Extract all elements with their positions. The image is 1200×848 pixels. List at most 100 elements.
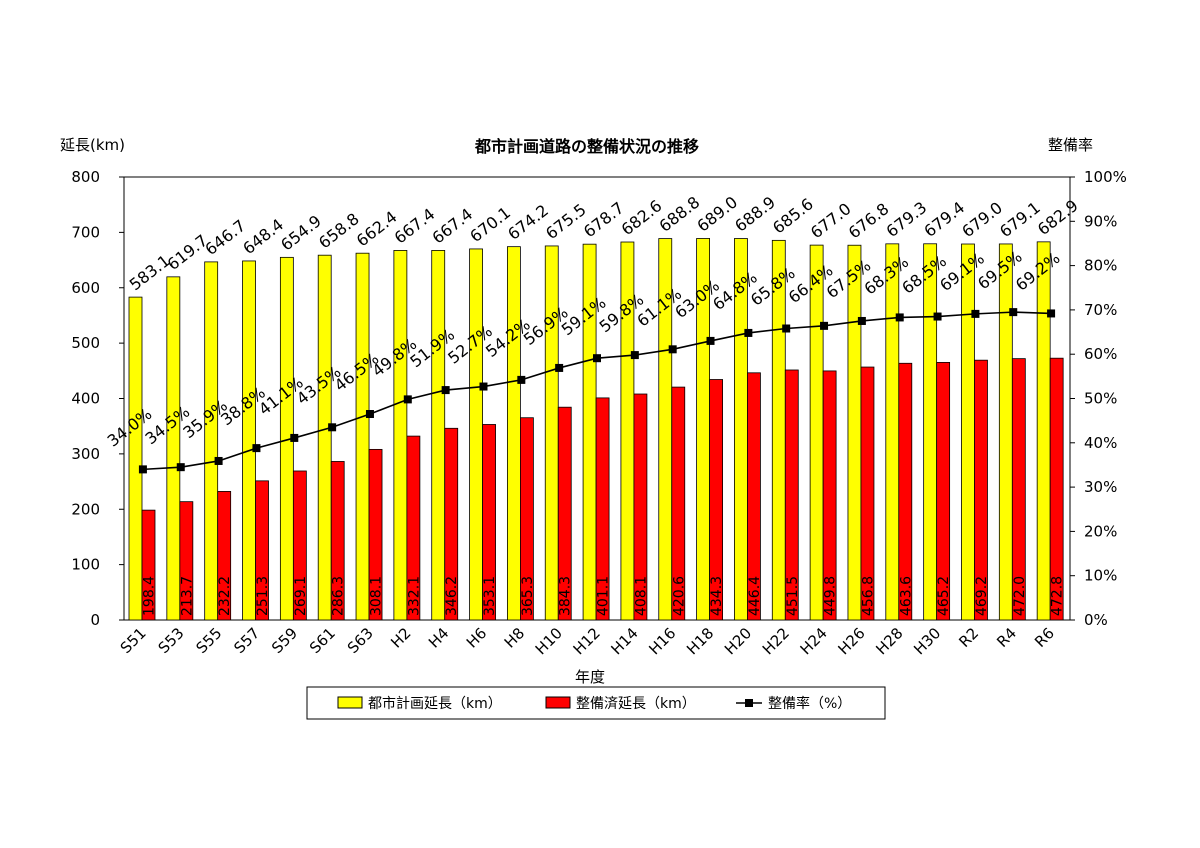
rate-marker <box>328 423 337 432</box>
bar-label-completed: 446.4 <box>747 576 763 616</box>
bar-label-completed: 469.2 <box>974 576 990 616</box>
bar-completed <box>747 372 761 621</box>
bar-completed <box>1049 357 1064 621</box>
y-tick-label: 800 <box>71 168 100 186</box>
y-tick-label: 600 <box>71 279 100 297</box>
bar-label-completed: 401.1 <box>596 576 612 616</box>
rate-marker <box>252 444 261 453</box>
bar-completed <box>482 424 496 621</box>
rate-marker <box>138 465 147 474</box>
bar-label-completed: 472.8 <box>1050 576 1066 616</box>
x-tick-label: H2 <box>387 624 414 651</box>
x-tick-label: H16 <box>645 624 679 658</box>
y2-tick-label: 20% <box>1084 522 1117 540</box>
rate-marker <box>214 456 223 465</box>
y2-tick-label: 10% <box>1084 567 1117 585</box>
rate-marker <box>403 395 412 404</box>
rate-marker <box>668 345 677 354</box>
bar-completed <box>595 397 610 621</box>
y2-tick-label: 30% <box>1084 478 1117 496</box>
bar-planned <box>506 246 521 621</box>
bar-series <box>128 238 1064 621</box>
bar-planned <box>204 261 219 621</box>
rate-marker <box>857 316 866 325</box>
bar-completed <box>822 370 837 621</box>
legend-swatch-planned <box>337 696 363 709</box>
bar-planned <box>317 254 332 621</box>
x-tick-label: H8 <box>501 624 528 651</box>
bar-completed <box>179 501 194 621</box>
bar-label-completed: 420.6 <box>671 576 687 616</box>
bar-label-completed: 408.1 <box>633 576 649 616</box>
x-tick-label: H28 <box>872 624 906 658</box>
x-tick-label: H30 <box>910 624 944 658</box>
y-tick-label: 500 <box>71 334 100 352</box>
rate-marker <box>895 313 904 322</box>
x-tick-label: H14 <box>607 624 641 658</box>
bar-label-completed: 346.2 <box>444 576 460 616</box>
x-tick-label: H10 <box>532 624 566 658</box>
x-tick-label: H24 <box>797 624 831 658</box>
bar-label-completed: 449.8 <box>823 576 839 616</box>
bar-label-completed: 308.1 <box>369 576 385 616</box>
legend-label-planned: 都市計画延長（km） <box>368 695 502 712</box>
rate-marker <box>176 463 185 472</box>
rate-marker <box>630 351 639 360</box>
rate-marker <box>1047 309 1056 318</box>
rate-marker <box>441 386 450 395</box>
y-tick-label: 200 <box>71 500 100 518</box>
rate-marker <box>971 309 980 318</box>
bar-label-completed: 434.3 <box>709 576 725 616</box>
y2-tick-label: 100% <box>1084 168 1127 186</box>
y2-tick-label: 0% <box>1084 611 1108 629</box>
rate-marker <box>555 363 564 372</box>
bar-label-completed: 269.1 <box>293 576 309 616</box>
bar-planned <box>544 245 559 621</box>
x-tick-label: H26 <box>835 624 869 658</box>
legend: 都市計画延長（km） 整備済延長（km） 整備率（%） <box>306 686 886 720</box>
x-tick-label: H20 <box>721 624 755 658</box>
bar-label-completed: 353.1 <box>482 576 498 616</box>
bar-completed <box>784 369 799 621</box>
bar-label-completed: 472.0 <box>1012 576 1028 616</box>
bar-completed <box>557 406 572 621</box>
legend-label-completed: 整備済延長（km） <box>576 696 696 712</box>
rate-marker <box>479 382 488 391</box>
y2-axis: 0% 10% 20% 30% 40% 50% 60% 70% 80% 90% 100% <box>1070 168 1127 629</box>
x-axis-title: 年度 <box>575 668 605 686</box>
bar-completed <box>444 427 459 621</box>
y2-tick-label: 90% <box>1084 212 1117 230</box>
bar-completed <box>898 362 913 621</box>
bar-planned <box>431 250 446 621</box>
x-axis: S51 S53 S55 S57 S59 S61 S63 H2 H4 H6 H8 H10 H12 H14 H1… <box>117 624 1058 658</box>
bar-label-completed: 198.4 <box>142 576 158 616</box>
legend-frame <box>306 686 886 720</box>
rate-marker <box>744 328 753 337</box>
x-tick-label: S59 <box>268 624 301 657</box>
x-tick-label: S61 <box>306 624 339 657</box>
y2-tick-label: 50% <box>1084 390 1117 408</box>
y2-tick-label: 70% <box>1084 301 1117 319</box>
bar-completed <box>936 361 951 621</box>
bar-label-completed: 384.3 <box>558 576 574 616</box>
x-tick-label: S63 <box>344 624 377 657</box>
x-tick-label: H22 <box>759 624 793 658</box>
y2-tick-label: 40% <box>1084 434 1117 452</box>
bar-completed <box>368 448 383 621</box>
rate-marker <box>517 375 526 384</box>
y-axis: 0 100 200 300 400 500 600 700 800 <box>71 168 124 629</box>
y-tick-label: 0 <box>90 611 100 629</box>
y2-tick-label: 60% <box>1084 345 1117 363</box>
y-tick-label: 400 <box>71 390 100 408</box>
y-axis-title: 延長(km) <box>60 136 125 154</box>
legend-marker-rate <box>745 699 753 707</box>
x-tick-label: H6 <box>463 624 490 651</box>
bar-completed <box>671 386 686 621</box>
bar-completed <box>330 461 345 621</box>
bar-planned <box>393 250 408 621</box>
rate-marker <box>290 433 299 442</box>
x-tick-label: R4 <box>993 624 1020 651</box>
y-tick-label: 100 <box>71 556 100 574</box>
bar-completed <box>860 366 875 621</box>
